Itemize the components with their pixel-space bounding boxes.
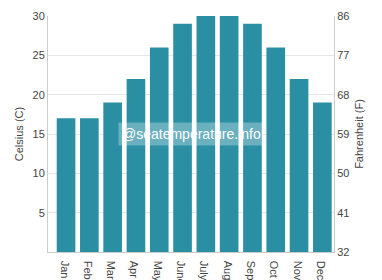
svg-text:Oct: Oct: [268, 261, 280, 278]
svg-text:May: May: [152, 261, 164, 280]
svg-text:59: 59: [337, 128, 349, 140]
svg-text:Mar: Mar: [105, 261, 117, 280]
svg-text:Celsius (C): Celsius (C): [13, 107, 25, 161]
svg-text:Feb: Feb: [82, 261, 94, 280]
svg-text:32: 32: [337, 246, 349, 258]
svg-text:July: July: [198, 261, 210, 280]
svg-text:50: 50: [337, 167, 349, 179]
svg-text:5: 5: [39, 207, 45, 219]
svg-text:Dec: Dec: [315, 261, 327, 280]
svg-text:41: 41: [337, 207, 349, 219]
svg-text:@seatemperature.info: @seatemperature.info: [122, 126, 261, 142]
svg-text:Fahrenheit (F): Fahrenheit (F): [353, 99, 365, 169]
svg-text:Aug: Aug: [222, 261, 234, 280]
svg-text:68: 68: [337, 89, 349, 101]
svg-text:77: 77: [337, 49, 349, 61]
svg-text:86: 86: [337, 10, 349, 22]
svg-text:20: 20: [33, 89, 45, 101]
svg-text:10: 10: [33, 167, 45, 179]
svg-text:June: June: [175, 261, 187, 280]
svg-text:Sept: Sept: [245, 261, 257, 280]
svg-text:25: 25: [33, 49, 45, 61]
svg-text:Nov: Nov: [292, 261, 304, 280]
svg-text:Jan: Jan: [59, 261, 71, 279]
svg-text:30: 30: [33, 10, 45, 22]
svg-text:15: 15: [33, 128, 45, 140]
svg-text:Apr: Apr: [128, 261, 140, 278]
